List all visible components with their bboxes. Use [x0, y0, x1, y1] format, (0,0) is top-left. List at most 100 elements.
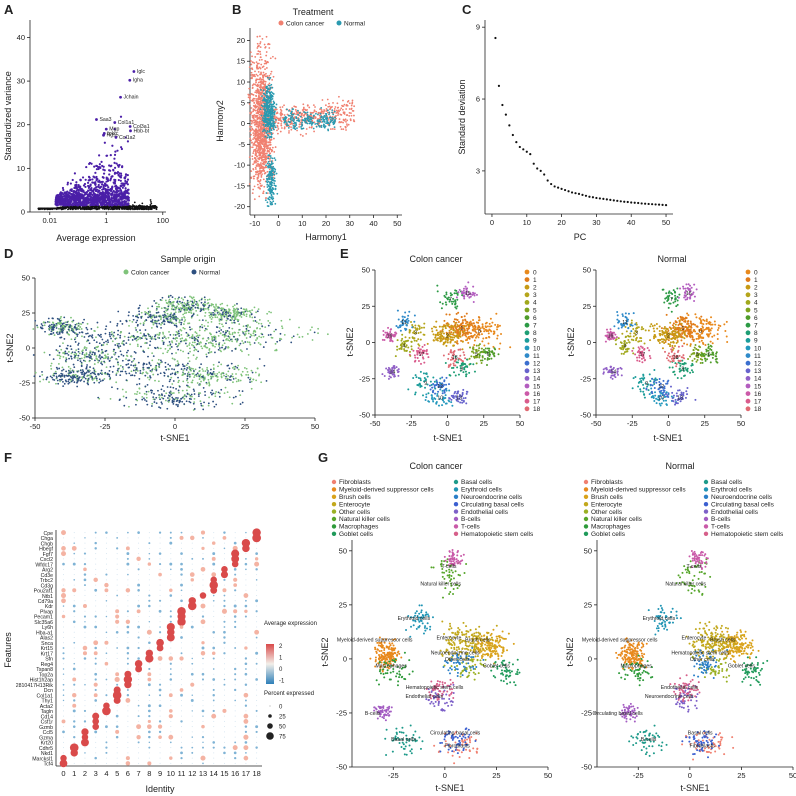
- colon-point: [265, 197, 267, 199]
- normal-point: [270, 116, 273, 119]
- variable-feature-point: [111, 202, 114, 205]
- colon-point: [313, 110, 316, 112]
- normal-point: [270, 160, 273, 163]
- normal-point: [320, 126, 323, 129]
- colon-point: [304, 108, 307, 111]
- colon-point: [259, 126, 262, 129]
- normal-point: [172, 308, 175, 311]
- sd-point: [637, 201, 640, 205]
- variable-feature-point: [113, 161, 116, 164]
- normal-point: [220, 388, 223, 391]
- variable-feature-point: [93, 188, 96, 191]
- colon-point: [113, 353, 115, 356]
- variable-feature-point: [109, 179, 112, 182]
- colon-point: [254, 166, 257, 169]
- normal-point: [284, 115, 287, 118]
- colon-point: [252, 108, 255, 111]
- colon-point: [146, 376, 149, 379]
- x-tick-label: 1: [104, 216, 108, 225]
- colon-point: [256, 74, 259, 77]
- colon-point: [137, 338, 140, 341]
- colon-point: [128, 319, 131, 322]
- colon-point: [158, 332, 161, 334]
- colon-point: [259, 149, 262, 151]
- colon-point: [205, 307, 207, 310]
- normal-point: [289, 112, 292, 115]
- variable-feature-point: [114, 178, 117, 182]
- normal-point: [330, 116, 332, 119]
- normal-point: [269, 183, 272, 186]
- colon-point: [147, 347, 150, 350]
- low-variance-point: [133, 205, 136, 208]
- variable-feature-point: [102, 194, 105, 197]
- colon-point: [254, 153, 257, 156]
- colon-point: [255, 66, 258, 69]
- colon-point: [157, 303, 160, 306]
- y-tick-label: 10: [237, 78, 245, 87]
- colon-point: [302, 103, 305, 106]
- colon-point: [178, 342, 181, 345]
- colon-point: [237, 331, 240, 334]
- colon-point: [320, 109, 323, 111]
- colon-point: [347, 123, 350, 126]
- normal-point: [333, 126, 336, 129]
- colon-point: [260, 147, 263, 149]
- normal-point: [111, 356, 113, 359]
- variable-feature-point: [79, 187, 82, 190]
- variable-feature-point: [109, 154, 112, 157]
- normal-point: [333, 120, 336, 122]
- colon-point: [274, 57, 277, 60]
- variable-feature-point: [83, 201, 87, 204]
- variable-feature-point: [116, 193, 119, 196]
- colon-point: [267, 147, 270, 150]
- colon-point: [259, 67, 262, 70]
- x-tick-label: 0: [276, 219, 280, 228]
- colon-point: [329, 128, 332, 130]
- highlight-point: [113, 121, 117, 124]
- colon-point: [210, 378, 212, 380]
- variable-feature-point: [109, 198, 113, 201]
- normal-point: [170, 322, 173, 324]
- variable-feature-point: [120, 147, 123, 151]
- colon-point: [263, 132, 266, 135]
- colon-point: [167, 344, 169, 347]
- normal-point: [273, 184, 276, 187]
- colon-point: [327, 105, 330, 108]
- normal-point: [204, 390, 206, 393]
- normal-point: [170, 346, 173, 348]
- colon-point: [218, 322, 221, 325]
- normal-point: [74, 323, 77, 326]
- normal-point: [272, 93, 275, 95]
- colon-point: [346, 114, 348, 117]
- variable-feature-point: [60, 192, 63, 196]
- legend-colon-label: Colon cancer: [286, 21, 325, 28]
- colon-point: [204, 315, 206, 317]
- normal-point: [137, 316, 140, 319]
- colon-point: [256, 151, 259, 153]
- colon-point: [311, 326, 313, 329]
- colon-point: [159, 394, 161, 397]
- normal-point: [288, 109, 290, 112]
- normal-point: [270, 201, 273, 204]
- normal-point: [322, 125, 325, 128]
- normal-point: [271, 157, 274, 160]
- colon-point: [239, 394, 242, 397]
- colon-point: [296, 129, 298, 132]
- normal-point: [313, 114, 315, 117]
- variable-feature-point: [122, 184, 126, 187]
- normal-point: [270, 129, 273, 131]
- sd-point: [623, 200, 626, 203]
- normal-point: [269, 99, 272, 102]
- colon-point: [246, 341, 249, 343]
- variable-feature-point: [102, 172, 106, 175]
- colon-point: [253, 160, 256, 163]
- colon-point: [253, 62, 256, 64]
- colon-point: [313, 130, 315, 133]
- variable-feature-point: [86, 201, 89, 204]
- colon-point: [273, 151, 276, 153]
- normal-point: [274, 106, 277, 109]
- low-variance-point: [47, 207, 50, 210]
- variable-feature-point: [116, 195, 119, 198]
- colon-point: [268, 74, 271, 77]
- colon-point: [350, 112, 352, 115]
